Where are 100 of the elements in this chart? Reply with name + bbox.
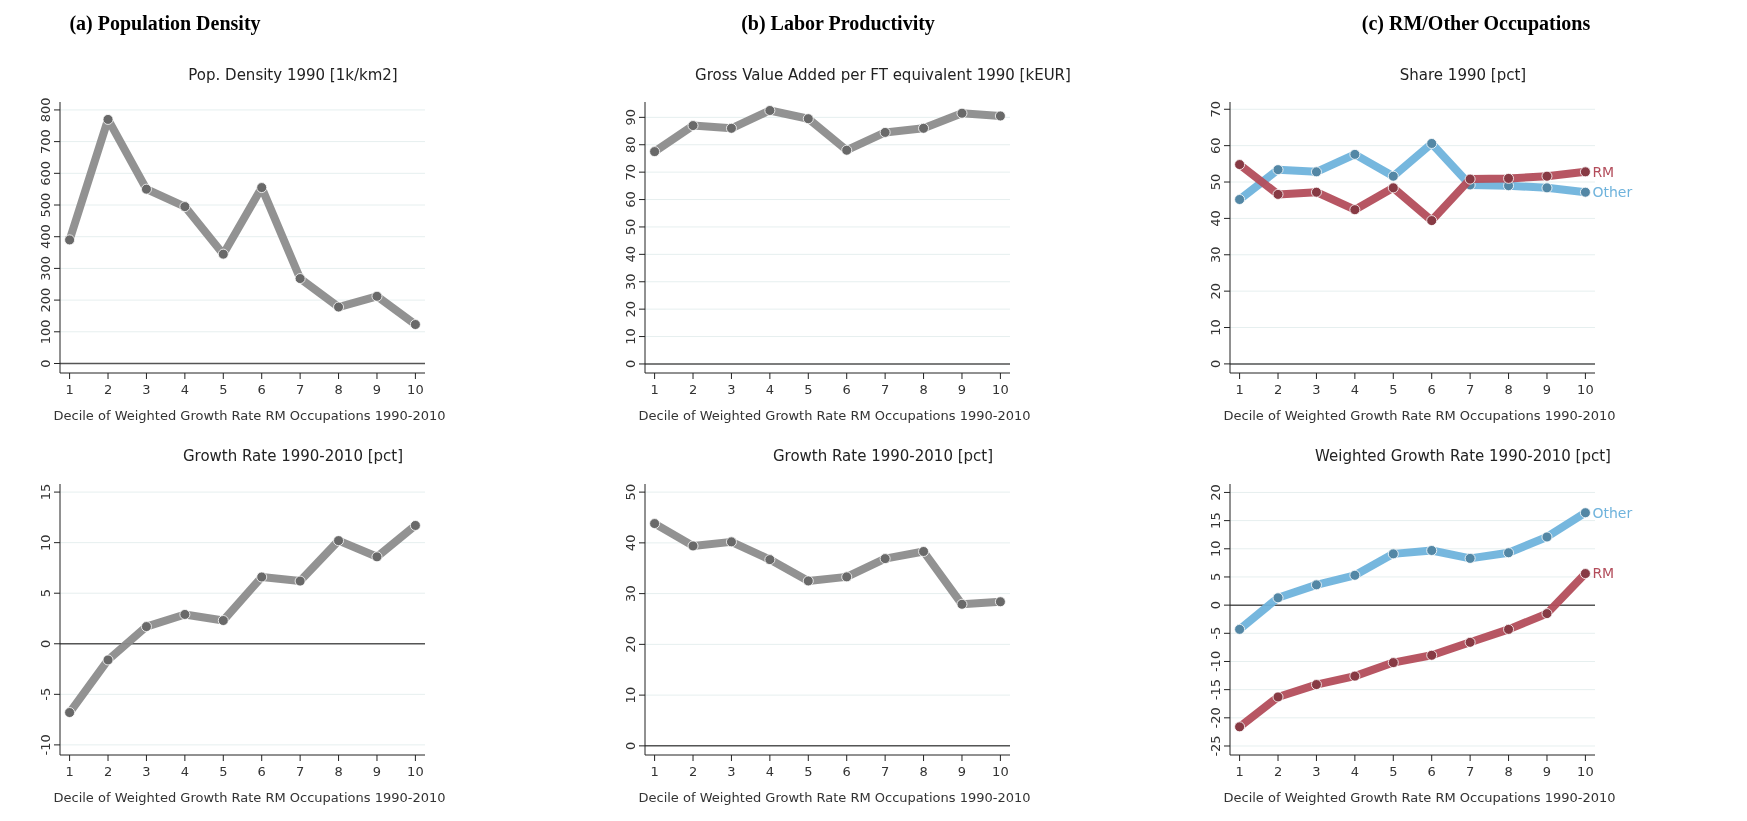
y-tick-label: 700 (38, 129, 53, 155)
chart-subtitle: Pop. Density 1990 [1k/km2] (188, 66, 398, 84)
point (179, 201, 191, 212)
x-tick-label: 2 (103, 382, 113, 397)
y-tick-label: 40 (1208, 210, 1223, 227)
y-tick-label: 400 (38, 224, 53, 250)
x-tick-label: 2 (1273, 382, 1283, 397)
x-tick-label: 8 (919, 764, 928, 779)
y-tick-label: 0 (1208, 359, 1223, 369)
y-tick-label: 50 (1208, 173, 1223, 191)
x-tick-label: 4 (765, 764, 775, 779)
x-tick-label: 6 (842, 382, 851, 397)
y-tick-label: 0 (38, 359, 53, 368)
y-tick-label: 60 (623, 191, 638, 208)
x-tick-label: 9 (957, 382, 967, 397)
point (410, 520, 421, 531)
y-tick-label: 0 (1208, 600, 1223, 610)
y-tick-label: 20 (1208, 282, 1223, 300)
y-tick-label: 0 (38, 639, 53, 648)
y-tick-label: 10 (1208, 540, 1223, 558)
y-tick-label: 40 (623, 534, 638, 552)
point (1541, 608, 1553, 619)
point (371, 551, 383, 563)
point (918, 546, 929, 557)
point (879, 553, 891, 564)
point (649, 518, 661, 529)
x-tick-label: 5 (804, 382, 813, 397)
x-tick-label: 1 (65, 382, 74, 397)
x-tick-label: 1 (650, 764, 659, 779)
y-tick-label: 10 (623, 686, 638, 704)
x-tick-label: 4 (180, 764, 190, 779)
point (1349, 204, 1361, 216)
y-tick-label: 20 (1208, 484, 1223, 501)
y-tick-label: 800 (38, 97, 53, 123)
x-tick-label: 8 (1504, 382, 1513, 397)
point (649, 146, 661, 157)
x-tick-label: 10 (992, 764, 1009, 779)
x-tick-label: 8 (334, 764, 343, 779)
y-tick-label: 20 (623, 636, 638, 653)
point (764, 554, 776, 566)
point (371, 290, 383, 302)
point (1579, 568, 1591, 579)
y-tick-label: 200 (38, 287, 53, 313)
point (102, 114, 114, 125)
x-tick-label: 10 (407, 382, 424, 397)
point (294, 273, 306, 284)
x-tick-label: 10 (1577, 382, 1594, 397)
x-tick-label: 5 (1389, 764, 1398, 779)
point (879, 127, 891, 138)
point (1311, 679, 1322, 690)
y-tick-label: 300 (38, 255, 53, 281)
point (802, 113, 814, 125)
y-tick-label: -10 (1208, 650, 1223, 673)
point (1311, 186, 1322, 198)
x-tick-label: 3 (142, 382, 151, 397)
chart-title: (a) Population Density (69, 12, 261, 35)
point (726, 536, 737, 548)
point (1503, 172, 1514, 184)
x-tick-label: 2 (688, 382, 698, 397)
point (1234, 721, 1246, 733)
series-label: RM (1592, 163, 1615, 180)
x-tick-label: 5 (804, 764, 813, 779)
x-tick-label: 9 (372, 382, 382, 397)
point (217, 615, 229, 626)
point (1234, 159, 1246, 170)
chart-subtitle: Gross Value Added per FT equivalent 1990 [kEUR] (695, 66, 1071, 84)
x-axis-title: Decile of Weighted Growth Rate RM Occupations 1990-2010 (1223, 408, 1616, 423)
x-tick-label: 2 (1273, 764, 1283, 779)
x-tick-label: 7 (295, 382, 305, 397)
y-tick-label: 100 (38, 319, 53, 345)
x-tick-label: 7 (880, 382, 890, 397)
x-tick-label: 7 (1465, 764, 1475, 779)
x-tick-label: 1 (65, 764, 74, 779)
y-tick-label: 10 (1208, 319, 1223, 336)
chart-title: Growth Rate 1990-2010 [pct] (182, 447, 404, 465)
x-tick-label: 6 (257, 764, 266, 779)
point (1272, 691, 1284, 703)
y-tick-label: -5 (1208, 626, 1223, 640)
x-tick-label: 3 (1312, 764, 1321, 779)
point (687, 540, 699, 552)
x-tick-label: 1 (650, 382, 659, 397)
y-tick-label: 40 (623, 246, 638, 263)
point (918, 122, 929, 134)
point (841, 144, 853, 156)
x-axis-title: Decile of Weighted Growth Rate RM Occupations 1990-2010 (638, 408, 1031, 423)
y-tick-label: 15 (1208, 512, 1223, 529)
point (102, 654, 114, 666)
x-tick-label: 8 (334, 382, 343, 397)
y-tick-label: -10 (38, 734, 53, 756)
x-tick-label: 2 (688, 764, 698, 779)
x-tick-label: 7 (1465, 382, 1475, 397)
point (294, 575, 306, 587)
x-tick-label: 5 (1389, 382, 1398, 397)
x-tick-label: 3 (142, 764, 151, 779)
point (956, 598, 968, 610)
y-tick-label: -5 (38, 687, 53, 701)
y-tick-label: 0 (623, 741, 638, 751)
chart-title: Growth Rate 1990-2010 [pct] (772, 447, 994, 465)
point (1387, 657, 1399, 668)
x-axis-title: Decile of Weighted Growth Rate RM Occupations 1990-2010 (53, 790, 446, 805)
